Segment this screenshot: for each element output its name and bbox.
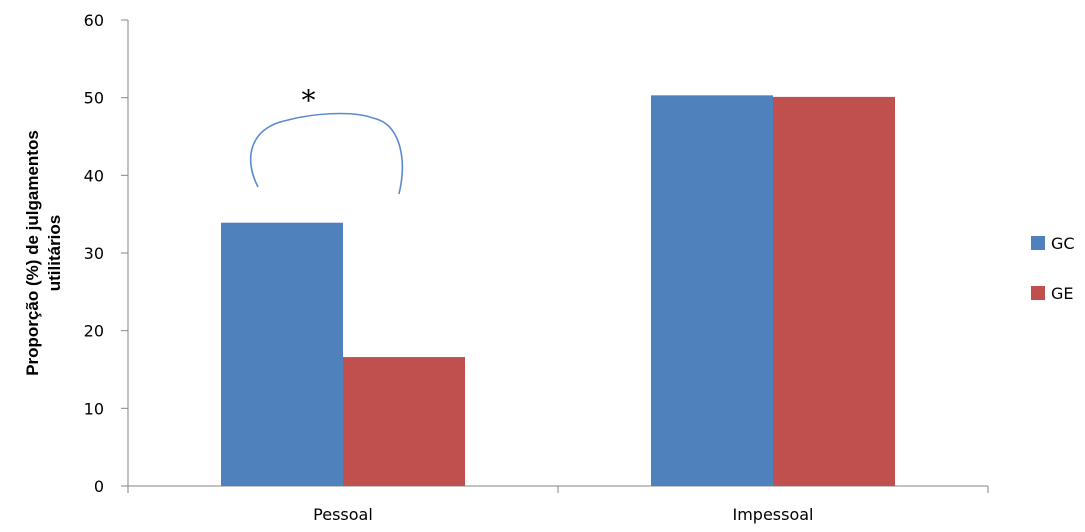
y-tick-label: 30 bbox=[84, 244, 104, 263]
y-tick-label: 60 bbox=[84, 11, 104, 30]
x-category-label: Impessoal bbox=[732, 505, 813, 524]
y-tick-label: 10 bbox=[84, 399, 104, 418]
significance-asterisk: * bbox=[302, 84, 316, 117]
bar-ge-pessoal bbox=[343, 357, 465, 486]
y-axis-label-line: Proporção (%) de julgamentos bbox=[23, 130, 42, 376]
bar-ge-impessoal bbox=[773, 96, 895, 486]
y-axis-label-line: utilitários bbox=[45, 215, 64, 292]
bar-gc-impessoal bbox=[651, 95, 773, 486]
y-tick-label: 40 bbox=[84, 166, 104, 185]
legend-swatch-ge bbox=[1031, 286, 1045, 300]
legend-swatch-gc bbox=[1031, 236, 1045, 250]
bar-gc-pessoal bbox=[221, 222, 343, 486]
y-tick-label: 20 bbox=[84, 322, 104, 341]
x-category-label: Pessoal bbox=[313, 505, 373, 524]
bars bbox=[221, 95, 895, 486]
annotations: * bbox=[249, 84, 404, 195]
y-tick-label: 50 bbox=[84, 89, 104, 108]
y-axis-label: Proporção (%) de julgamentos utilitários bbox=[23, 130, 64, 376]
y-tick-label: 0 bbox=[94, 477, 104, 496]
legend: GC GE bbox=[1031, 234, 1075, 303]
significance-bracket bbox=[249, 112, 404, 195]
legend-label-ge: GE bbox=[1051, 284, 1074, 303]
legend-label-gc: GC bbox=[1051, 234, 1075, 253]
axes: 0 10 20 30 40 50 60 Pessoal Impessoal bbox=[84, 11, 989, 524]
